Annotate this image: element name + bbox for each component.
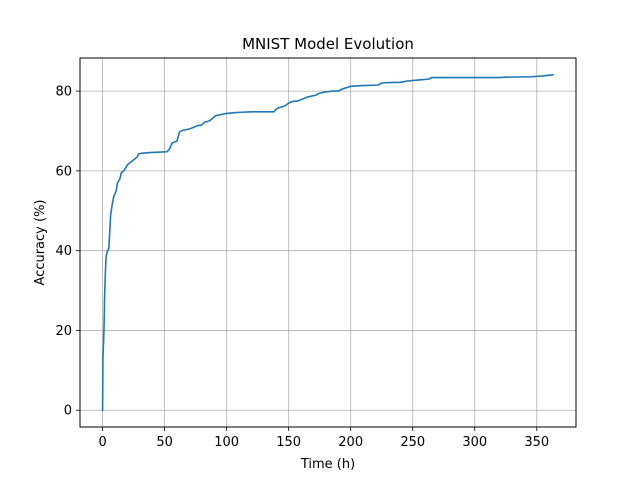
- x-tick-label: 50: [156, 435, 173, 450]
- x-tick-label: 100: [214, 435, 239, 450]
- y-tick-label: 80: [55, 85, 72, 100]
- x-tick-label: 350: [524, 435, 549, 450]
- y-axis-label: Accuracy (%): [33, 200, 48, 286]
- x-tick-label: 150: [276, 435, 301, 450]
- y-tick-label: 60: [55, 164, 72, 179]
- y-tick-label: 40: [55, 244, 72, 259]
- x-tick-label: 300: [462, 435, 487, 450]
- y-axis: 0 20 40 60 80: [55, 85, 80, 419]
- x-tick-label: 0: [98, 435, 106, 450]
- x-tick-label: 200: [338, 435, 363, 450]
- x-axis: 0 50 100 150 200 250 300 350: [98, 427, 549, 450]
- series-line: [101, 73, 554, 412]
- y-tick-label: 0: [64, 404, 72, 419]
- series-layer: [101, 73, 554, 412]
- y-tick-label: 20: [55, 324, 72, 339]
- plot-area-frame: [79, 57, 577, 428]
- chart-title: MNIST Model Evolution: [242, 35, 414, 53]
- x-tick-label: 250: [400, 435, 425, 450]
- x-axis-label: Time (h): [300, 457, 355, 472]
